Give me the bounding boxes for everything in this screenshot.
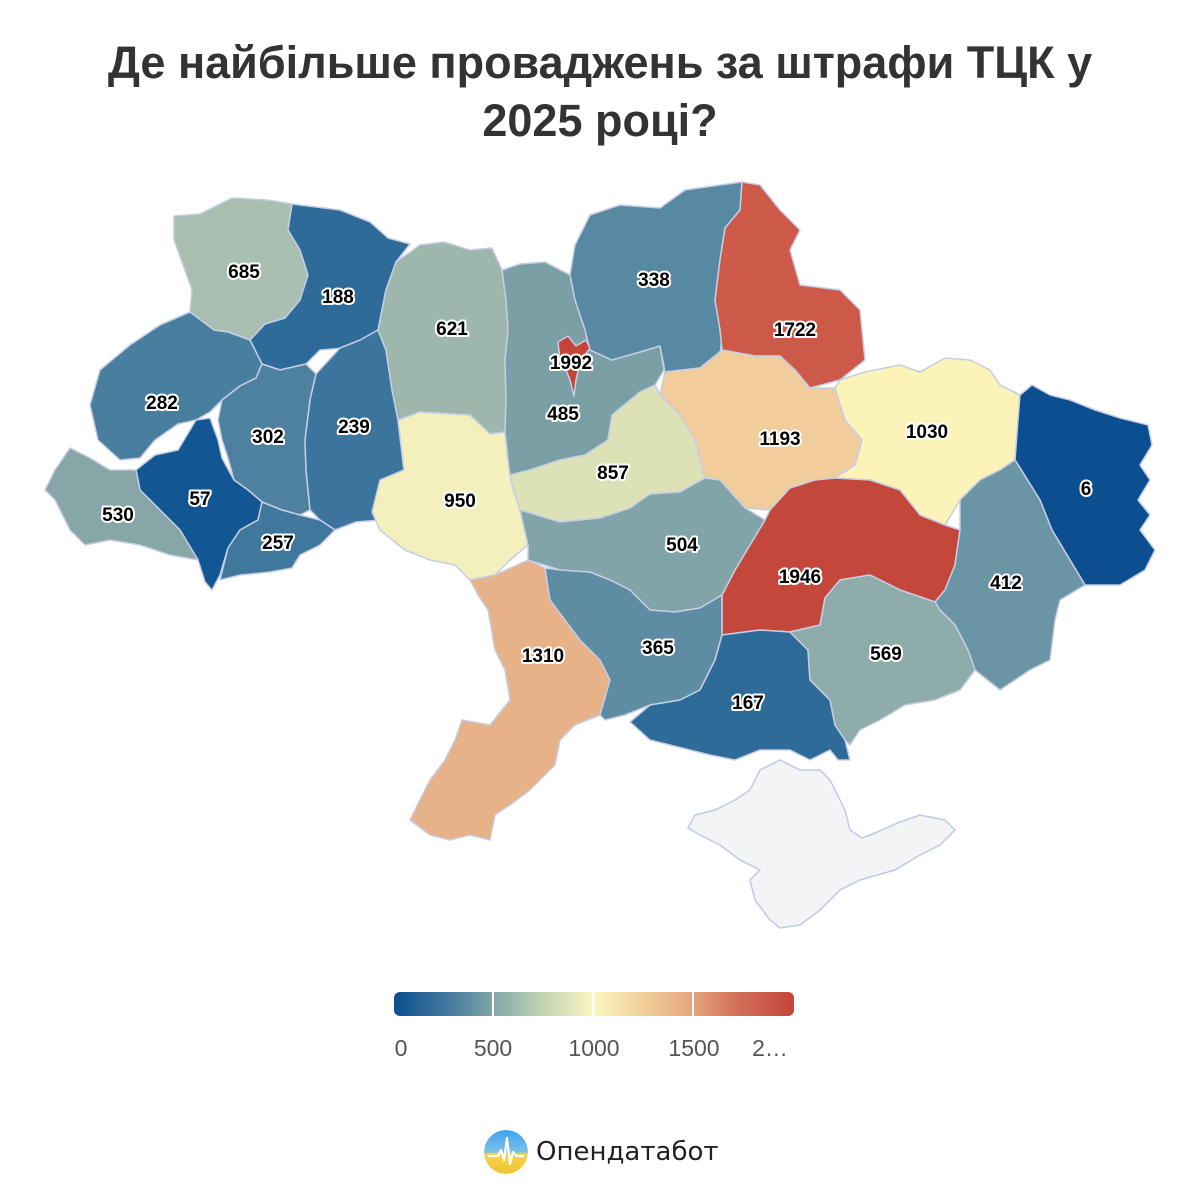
legend-gradient-bar	[394, 992, 794, 1016]
legend-separator	[592, 992, 594, 1016]
label-rivne: 188	[322, 287, 354, 308]
legend-tick-1500: 1500	[668, 1035, 720, 1061]
label-zakarpattia: 530	[102, 505, 134, 526]
label-vinnytsia: 950	[444, 491, 476, 512]
legend-tick-1000: 1000	[568, 1035, 620, 1061]
label-odesa: 1310	[522, 646, 564, 667]
label-dnipropetrovsk: 1946	[779, 567, 821, 588]
region-donetsk[interactable]	[934, 459, 1086, 691]
label-khmelnytskyi: 239	[338, 417, 370, 438]
legend-tick-500: 500	[473, 1035, 513, 1061]
chart-title: Де найбільше проваджень за штрафи ТЦК у …	[0, 34, 1200, 150]
label-lviv: 282	[146, 393, 178, 414]
label-sumy: 1722	[774, 320, 816, 341]
brand-name: Опендатабот	[536, 1137, 719, 1167]
label-kyiv-city: 1992	[550, 353, 592, 374]
label-mykolaiv: 365	[642, 638, 674, 659]
label-zaporizhzhia: 569	[870, 644, 902, 665]
legend-separator	[692, 992, 694, 1016]
region-rivne[interactable]	[249, 203, 411, 371]
title-line-1: Де найбільше проваджень за штрафи ТЦК у	[107, 37, 1093, 88]
label-luhansk: 6	[1081, 479, 1092, 500]
region-chernivtsi[interactable]	[219, 501, 336, 581]
label-kherson: 167	[732, 693, 764, 714]
label-ternopil: 302	[252, 427, 284, 448]
legend-tick-max: 2…	[752, 1035, 788, 1061]
region-kyiv-city[interactable]	[557, 335, 591, 397]
title-line-2: 2025 році?	[482, 95, 718, 146]
label-donetsk: 412	[990, 573, 1022, 594]
legend-separator	[492, 992, 494, 1016]
label-cherkasy: 857	[597, 463, 629, 484]
region-zaporizhzhia[interactable]	[789, 574, 976, 746]
region-lviv[interactable]	[89, 311, 263, 461]
region-crimea	[686, 759, 957, 929]
label-volyn: 685	[228, 262, 260, 283]
region-vinnytsia[interactable]	[371, 411, 529, 581]
label-zhytomyr: 621	[436, 319, 468, 340]
label-chernihiv: 338	[638, 270, 670, 291]
color-legend	[394, 992, 794, 1016]
label-chernivtsi: 257	[262, 533, 294, 554]
label-poltava: 1193	[759, 429, 800, 450]
label-kirovohrad: 504	[666, 535, 698, 556]
opendatabot-logo-icon	[484, 1130, 528, 1174]
label-ivano-frankivsk: 57	[189, 489, 210, 510]
label-kyiv-oblast: 485	[547, 404, 579, 425]
brand: Опендатабот	[484, 1130, 719, 1174]
label-kharkiv: 1030	[906, 422, 948, 443]
legend-tick-0: 0	[394, 1035, 408, 1061]
region-zakarpattia[interactable]	[44, 447, 199, 561]
